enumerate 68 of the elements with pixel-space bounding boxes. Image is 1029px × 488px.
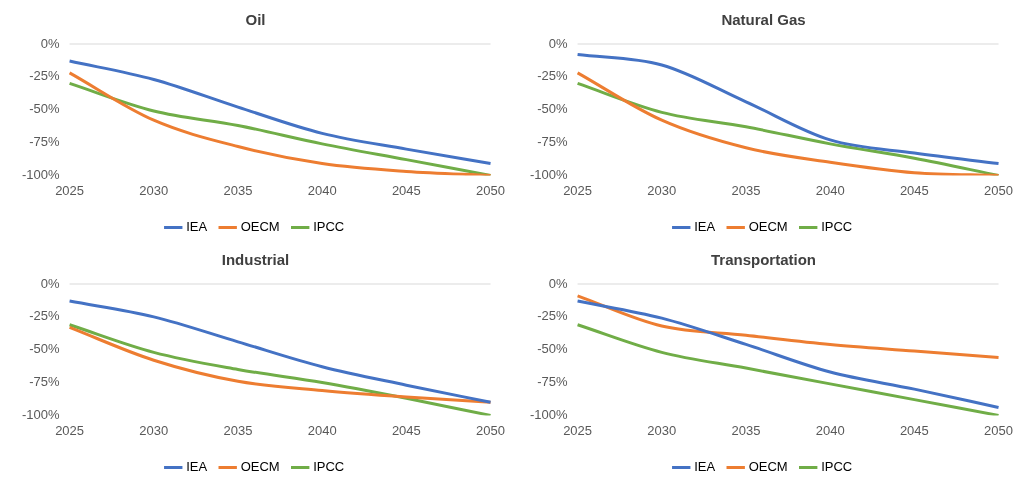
y-tick-label: -25% bbox=[29, 308, 61, 324]
legend-label: IPCC bbox=[313, 459, 345, 475]
y-tick-label: -75% bbox=[537, 374, 569, 390]
legend-label: IPCC bbox=[821, 459, 853, 475]
x-tick-label: 2050 bbox=[984, 422, 1013, 438]
x-tick-label: 2040 bbox=[815, 182, 845, 198]
legend-label: OECM bbox=[240, 219, 280, 235]
y-tick-label: -75% bbox=[29, 374, 61, 390]
x-tick-label: 2030 bbox=[647, 182, 677, 198]
y-tick-label: -50% bbox=[29, 341, 61, 357]
x-tick-label: 2045 bbox=[899, 422, 929, 438]
x-tick-label: 2035 bbox=[223, 182, 253, 198]
x-tick-label: 2050 bbox=[476, 422, 505, 438]
legend-label: IPCC bbox=[313, 219, 345, 235]
y-tick-label: -25% bbox=[537, 308, 569, 324]
x-tick-label: 2030 bbox=[139, 182, 169, 198]
legend-label: OECM bbox=[748, 459, 788, 475]
y-tick-label: -50% bbox=[537, 101, 569, 117]
x-tick-label: 2045 bbox=[391, 422, 421, 438]
line-series bbox=[68, 299, 493, 404]
x-tick-label: 2050 bbox=[984, 182, 1013, 198]
x-tick-label: 2040 bbox=[815, 422, 845, 438]
legend-label: IPCC bbox=[821, 219, 853, 235]
x-tick-label: 2035 bbox=[223, 422, 253, 438]
line-series bbox=[576, 294, 1001, 360]
y-tick-label: -100% bbox=[530, 166, 569, 182]
legend-label: OECM bbox=[240, 459, 280, 475]
y-tick-label: -25% bbox=[537, 68, 569, 84]
x-tick-label: 2040 bbox=[307, 182, 337, 198]
chart-title: Industrial bbox=[221, 251, 290, 269]
x-tick-label: 2035 bbox=[731, 422, 761, 438]
y-tick-label: 0% bbox=[548, 275, 569, 291]
y-tick-label: 0% bbox=[40, 35, 61, 51]
x-tick-label: 2030 bbox=[139, 422, 169, 438]
y-tick-label: -100% bbox=[22, 406, 61, 422]
y-tick-label: -25% bbox=[29, 68, 61, 84]
line-series bbox=[68, 323, 493, 416]
legend-label: OECM bbox=[748, 219, 788, 235]
line-series bbox=[576, 299, 1001, 410]
y-tick-label: -50% bbox=[29, 101, 61, 117]
legend-label: IEA bbox=[694, 459, 716, 475]
chart-title: Oil bbox=[245, 11, 266, 29]
y-tick-label: -75% bbox=[29, 134, 61, 150]
legend-label: IEA bbox=[186, 459, 208, 475]
x-tick-label: 2025 bbox=[563, 422, 593, 438]
legend-label: IEA bbox=[694, 219, 716, 235]
chart-title: Transportation bbox=[710, 251, 817, 269]
y-tick-label: -75% bbox=[537, 134, 569, 150]
line-series bbox=[576, 53, 1001, 166]
x-tick-label: 2025 bbox=[55, 182, 85, 198]
x-tick-label: 2050 bbox=[476, 182, 505, 198]
x-tick-label: 2035 bbox=[731, 182, 761, 198]
x-tick-label: 2025 bbox=[563, 182, 593, 198]
line-series bbox=[68, 59, 493, 166]
y-tick-label: 0% bbox=[40, 275, 61, 291]
y-tick-label: 0% bbox=[548, 35, 569, 51]
x-tick-label: 2045 bbox=[899, 182, 929, 198]
line-series bbox=[576, 323, 1001, 416]
y-tick-label: -50% bbox=[537, 341, 569, 357]
y-tick-label: -100% bbox=[530, 406, 569, 422]
line-series bbox=[68, 325, 493, 404]
y-tick-label: -100% bbox=[22, 166, 61, 182]
chart-title: Natural Gas bbox=[721, 11, 806, 29]
x-tick-label: 2045 bbox=[391, 182, 421, 198]
legend-label: IEA bbox=[186, 219, 208, 235]
x-tick-label: 2025 bbox=[55, 422, 85, 438]
x-tick-label: 2030 bbox=[647, 422, 677, 438]
x-tick-label: 2040 bbox=[307, 422, 337, 438]
